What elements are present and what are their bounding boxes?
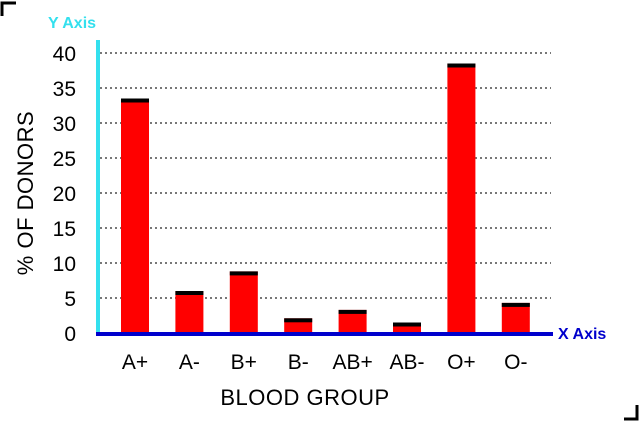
x-tick-label: O+ [447, 351, 476, 374]
bar-top-cap [121, 98, 149, 103]
corner-mark-top-left [0, 1, 16, 16]
y-tick-labels: 0 5 10 15 20 25 30 35 40 [53, 43, 76, 346]
y-tick-label: 20 [53, 183, 76, 206]
x-axis-title: BLOOD GROUP [220, 385, 389, 410]
y-tick-label: 30 [53, 113, 76, 136]
x-tick-label: A- [179, 351, 200, 374]
y-tick-label: 40 [53, 43, 76, 66]
y-tick-label: 25 [53, 148, 76, 171]
bar-apos [121, 98, 149, 333]
bar-top-cap [393, 322, 421, 327]
x-tick-label: B+ [231, 351, 257, 374]
y-tick-label: 10 [53, 253, 76, 276]
x-tick-label: A+ [122, 351, 148, 374]
bar-opos [447, 63, 476, 333]
bar-top-cap [229, 271, 258, 276]
y-tick-label: 5 [64, 288, 76, 311]
x-axis-name: X Axis [558, 326, 606, 343]
x-tick-label: B- [288, 351, 309, 374]
y-axis-title: % OF DONORS [13, 111, 38, 275]
y-tick-label: 35 [53, 78, 76, 101]
x-tick-label: AB+ [332, 351, 372, 374]
category-labels: A+ A- B+ B- AB+ AB- O+ O- [122, 351, 528, 374]
bar-abneg [393, 322, 421, 333]
bar-top-cap [501, 302, 530, 307]
bar-top-cap [338, 309, 367, 314]
bar-top-cap [447, 63, 476, 68]
corner-mark-bottom-right [624, 405, 639, 421]
gridlines [100, 52, 551, 299]
x-tick-label: O- [504, 351, 527, 374]
y-tick-label: 15 [53, 218, 76, 241]
bar-bpos [229, 271, 258, 333]
bar-top-cap [284, 318, 313, 323]
bars [121, 63, 530, 333]
x-tick-label: AB- [389, 351, 424, 374]
y-axis-name: Y Axis [48, 15, 96, 32]
bar-oneg [501, 302, 530, 333]
bar-aneg [175, 291, 204, 333]
bar-abpos [338, 309, 367, 333]
bar-top-cap [175, 291, 204, 295]
y-tick-label: 0 [64, 323, 76, 346]
